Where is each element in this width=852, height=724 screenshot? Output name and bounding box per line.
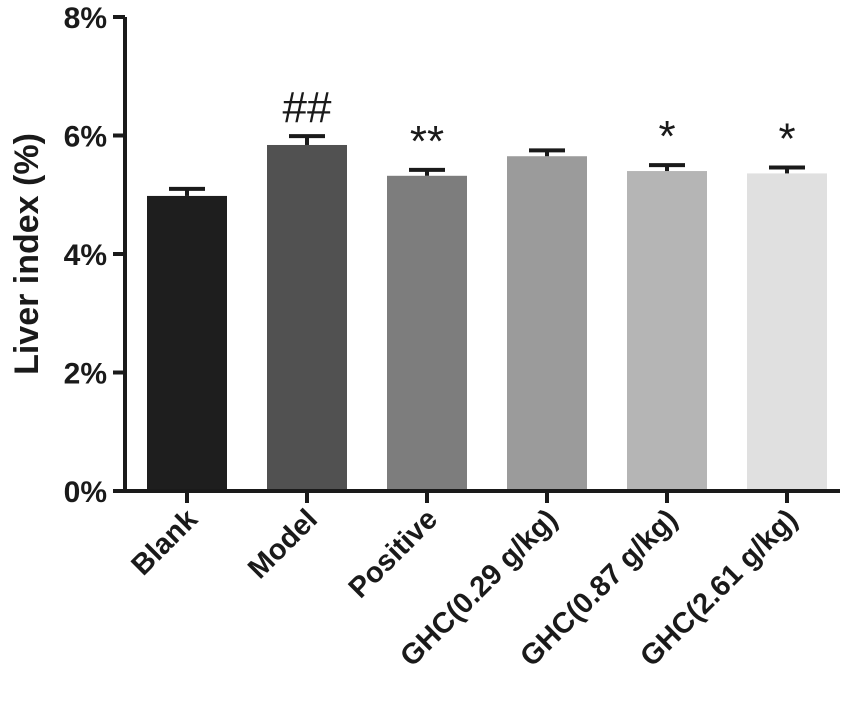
bar xyxy=(147,195,227,491)
significance-label: ** xyxy=(410,117,444,166)
annotations-layer: ##** * * xyxy=(283,83,796,166)
significance-label: ## xyxy=(283,83,332,132)
x-tick-label: Positive xyxy=(343,503,444,604)
x-tick-label: Model xyxy=(242,503,324,585)
y-tick-label: 6% xyxy=(64,121,107,154)
error-bars-layer xyxy=(169,134,805,196)
significance-label: * xyxy=(778,114,795,163)
bar xyxy=(387,175,467,492)
bar xyxy=(627,171,707,492)
x-tick-label: Blank xyxy=(125,503,204,582)
bar xyxy=(507,156,587,492)
y-tick-label: 2% xyxy=(64,358,107,391)
y-ticks: 0% 2% 4% 6% 8% xyxy=(64,2,125,509)
y-tick-label: 8% xyxy=(64,2,107,35)
significance-label: * xyxy=(658,112,675,161)
y-tick-label: 4% xyxy=(64,239,107,272)
bar xyxy=(267,144,347,492)
bar xyxy=(747,173,827,492)
bars-layer xyxy=(147,144,827,492)
y-tick-label: 0% xyxy=(64,476,107,509)
y-axis-label: Liver index (%) xyxy=(8,133,46,375)
